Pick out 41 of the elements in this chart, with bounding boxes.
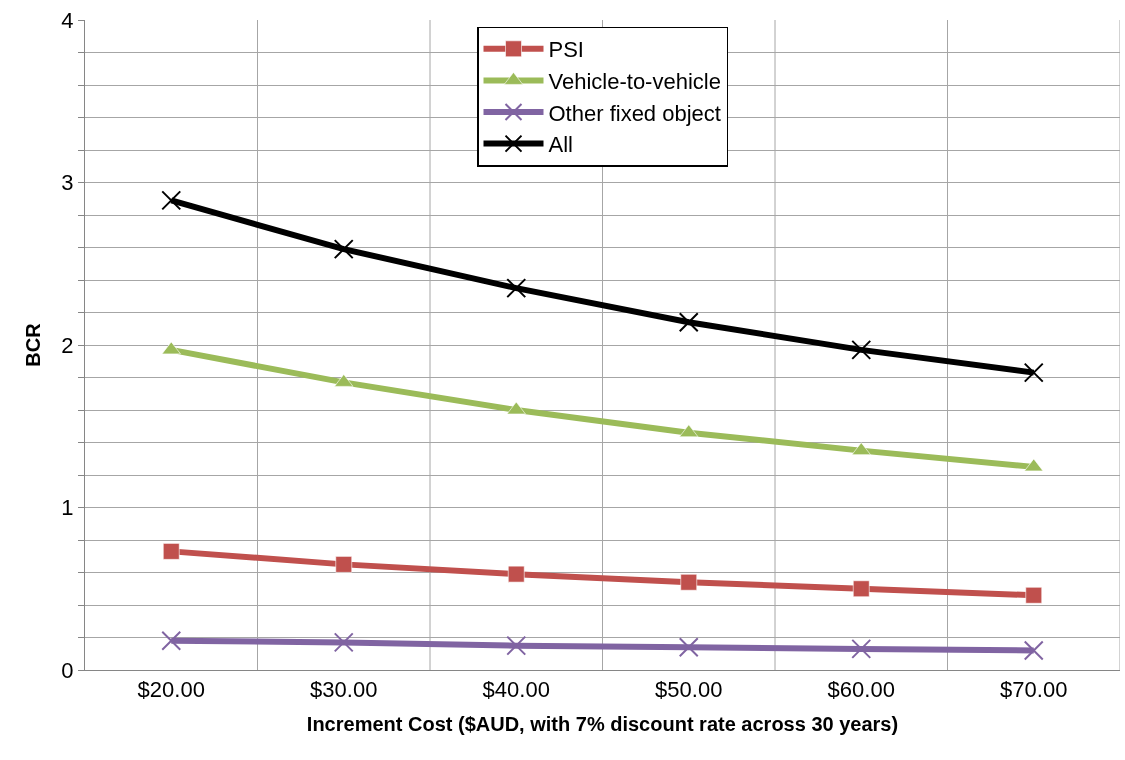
legend-label: All [548, 132, 573, 158]
point [507, 565, 525, 583]
point [333, 632, 354, 653]
point [335, 555, 353, 573]
legend-label: Vehicle-to-vehicle [548, 68, 721, 94]
legend-label: PSI [548, 37, 584, 63]
point [506, 401, 526, 415]
point [679, 424, 699, 438]
x-axis-title: Increment Cost ($AUD, with 7% discount rate across 30 years) [306, 712, 899, 735]
y-tick-label: 1 [61, 495, 74, 521]
y-tick-label: 4 [61, 7, 74, 33]
point [678, 312, 699, 333]
point [851, 638, 872, 659]
point [1023, 362, 1044, 383]
point [162, 542, 180, 560]
point [1025, 586, 1043, 604]
y-tick-label: 0 [61, 657, 74, 683]
point [506, 635, 527, 656]
point [1024, 458, 1044, 472]
x-tick-label: $30.00 [310, 677, 378, 703]
point [851, 339, 872, 360]
x-tick-label: $20.00 [137, 677, 205, 703]
point [678, 637, 699, 658]
x-tick-label: $40.00 [482, 677, 550, 703]
point [161, 190, 182, 211]
point [161, 630, 182, 651]
y-tick-label: 3 [61, 170, 74, 196]
point [680, 573, 698, 591]
point [852, 580, 870, 598]
y-axis-title: BCR [21, 322, 44, 367]
point [506, 278, 527, 299]
x-tick-label: $70.00 [1000, 677, 1068, 703]
x-tick-label: $50.00 [655, 677, 723, 703]
x-tick-label: $60.00 [827, 677, 895, 703]
point [333, 239, 354, 260]
point [1023, 640, 1044, 661]
point [851, 442, 871, 456]
y-tick-label: 2 [61, 332, 74, 358]
point [334, 373, 354, 387]
legend-label: Other fixed object [548, 100, 721, 126]
point [161, 341, 181, 355]
